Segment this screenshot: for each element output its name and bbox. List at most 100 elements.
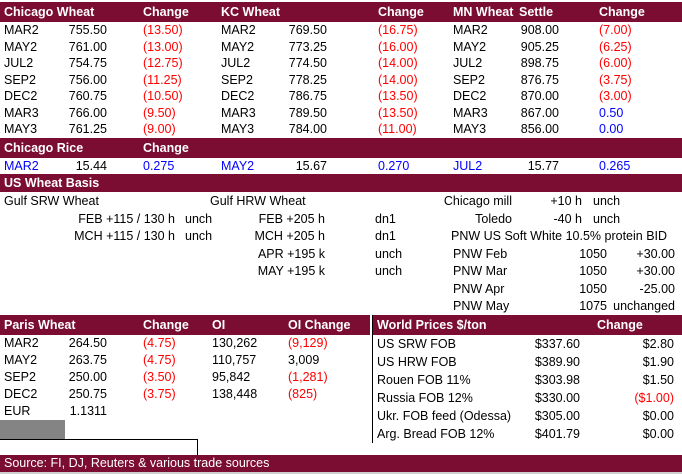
change-cell: (3.75) <box>599 72 632 87</box>
price-cell: 263.75 <box>68 353 107 367</box>
change-cell: $0.00 <box>642 427 674 441</box>
oi-cell: 95,842 <box>212 370 251 384</box>
oi-change-cell: 3,009 <box>288 353 320 367</box>
basis-section: US Wheat Basis Gulf SRW Wheat Gulf HRW W… <box>0 174 682 315</box>
contract-cell: DEC2 <box>221 89 255 103</box>
price-cell: $337.60 <box>534 337 580 351</box>
kc-wheat-header: KC Wheat <box>221 5 281 19</box>
settle-cell: 898.75 <box>520 56 559 70</box>
change-cell: 0.00 <box>599 122 624 136</box>
srw-title: Gulf SRW Wheat <box>4 194 99 208</box>
market-label: Rouen FOB 11% <box>377 373 471 387</box>
change-header: Change <box>599 5 645 19</box>
price-cell: $303.98 <box>534 373 580 387</box>
price-cell: $330.00 <box>534 391 580 405</box>
rice-header: Chicago Rice Change <box>0 138 682 158</box>
contract-cell: DEC2 <box>4 89 38 103</box>
change-cell: (12.75) <box>143 56 183 70</box>
price-cell: 250.75 <box>68 387 107 401</box>
paris-row: MAR2 264.50 (4.75) 130,262 (9,129) <box>0 335 370 352</box>
change-cell: ($1.00) <box>634 391 674 405</box>
basis-change: unch <box>375 264 403 278</box>
price-cell: 755.50 <box>68 23 107 37</box>
change-cell: (3.75) <box>143 387 176 401</box>
change-header: Change <box>597 318 643 332</box>
pnw-change: +30.00 <box>636 247 675 261</box>
settle-cell: 867.00 <box>520 105 559 120</box>
price-cell: 756.00 <box>68 72 107 87</box>
eur-row: EUR 1.1311 <box>0 403 370 420</box>
basis-value: +10 h <box>550 194 582 208</box>
change-cell: (3.00) <box>599 89 632 103</box>
change-header: Change <box>143 318 189 332</box>
pnw-title: PNW US Soft White 10.5% protein BID <box>451 229 668 243</box>
world-row: Ukr. FOB feed (Odessa) $305.00 $0.00 <box>373 407 682 425</box>
price-cell: 15.67 <box>295 159 327 173</box>
contract-cell: JUL2 <box>453 159 483 173</box>
rice-section: Chicago Rice Change MAR2 15.44 0.275 MAY… <box>0 138 682 174</box>
price-cell: 769.50 <box>288 23 327 37</box>
change-cell: 0.265 <box>599 159 631 173</box>
contract-cell: MAR2 <box>221 23 256 37</box>
contract-cell: MAY2 <box>221 159 255 173</box>
futures-row: DEC2 760.75 (10.50) DEC2 786.75 (13.50) … <box>0 88 682 105</box>
oi-change-cell: (9,129) <box>288 336 328 350</box>
contract-cell: DEC2 <box>453 89 487 103</box>
price-cell: $401.79 <box>534 427 580 441</box>
basis-change: unch <box>375 247 403 261</box>
price-cell: 760.75 <box>68 89 107 103</box>
source-bar: Source: FI, DJ, Reuters & various trade … <box>0 455 682 472</box>
contract-cell: SEP2 <box>4 370 36 384</box>
hrw-basis: APR +195 k <box>257 247 325 261</box>
futures-table: Chicago Wheat Change KC Wheat Change MN … <box>0 2 682 138</box>
pnw-change: +30.00 <box>636 264 675 278</box>
price-cell: 789.50 <box>288 105 327 120</box>
basis-change: unch <box>593 194 621 208</box>
contract-cell: MAY3 <box>221 122 255 136</box>
paris-title: Paris Wheat <box>4 318 76 332</box>
oi-cell: 110,757 <box>212 353 257 367</box>
oi-cell: 138,448 <box>212 387 258 401</box>
contract-cell: SEP2 <box>4 72 36 87</box>
world-row: US HRW FOB $389.90 $1.90 <box>373 353 682 371</box>
contract-cell: MAY2 <box>4 39 38 54</box>
change-cell: $1.90 <box>642 355 674 369</box>
market-label: Ukr. FOB feed (Odessa) <box>377 409 512 423</box>
change-cell: (9.50) <box>143 105 176 120</box>
basis-header: US Wheat Basis <box>0 174 682 192</box>
basis-row: FEB +115 / 130 h unch FEB +205 h dn1 Tol… <box>0 211 682 228</box>
change-header: Change <box>143 5 189 19</box>
contract-cell: MAY2 <box>453 39 487 54</box>
paris-row: SEP2 250.00 (3.50) 95,842 (1,281) <box>0 369 370 386</box>
world-title: World Prices $/ton <box>377 318 487 332</box>
price-cell: 784.00 <box>288 122 327 136</box>
change-cell: (16.00) <box>378 39 418 54</box>
settle-cell: 876.75 <box>520 72 559 87</box>
price-cell: $389.90 <box>534 355 580 369</box>
pnw-label: PNW Feb <box>453 247 508 261</box>
change-cell: (7.00) <box>599 23 632 37</box>
contract-cell: SEP2 <box>221 72 253 87</box>
contract-cell: MAY2 <box>4 353 38 367</box>
mn-wheat-header: MN Wheat <box>453 5 514 19</box>
change-cell: (13.00) <box>143 39 183 54</box>
paris-wheat-table: Paris Wheat Change OI OI Change MAR2 264… <box>0 315 370 420</box>
basis-row: PNW Apr 1050 -25.00 <box>0 281 682 298</box>
pnw-change: unchanged <box>613 299 675 313</box>
futures-row: SEP2 756.00 (11.25) SEP2 778.25 (14.00) … <box>0 72 682 89</box>
price-cell: 761.00 <box>68 39 107 54</box>
pnw-value: 1075 <box>579 299 607 313</box>
market-label: US HRW FOB <box>377 355 457 369</box>
futures-row: MAY2 761.00 (13.00) MAY2 773.25 (16.00) … <box>0 39 682 56</box>
change-header: Change <box>143 141 189 155</box>
oi-change-cell: (1,281) <box>288 370 328 384</box>
basis-value: -40 h <box>553 212 583 226</box>
pnw-label: PNW Mar <box>453 264 508 278</box>
rice-title: Chicago Rice <box>4 141 84 155</box>
basis-change: dn1 <box>375 212 396 226</box>
oi-header: OI <box>212 318 226 332</box>
pnw-value: 1050 <box>579 282 607 296</box>
change-cell: (14.00) <box>378 56 418 70</box>
change-cell: (11.00) <box>378 122 417 136</box>
contract-cell: MAR3 <box>453 105 488 120</box>
